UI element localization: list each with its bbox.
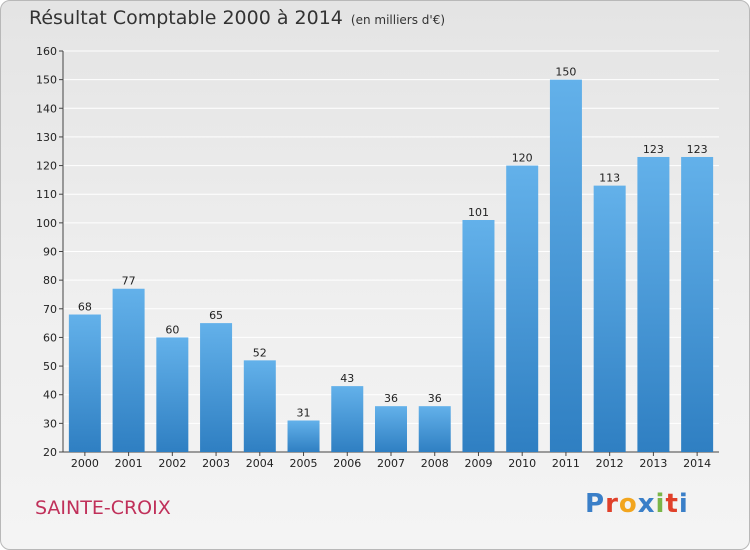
bar xyxy=(549,79,582,453)
x-tick-label: 2008 xyxy=(421,457,449,470)
brand-letter: i xyxy=(655,489,666,519)
y-tick-label: 60 xyxy=(43,331,57,344)
brand-letter: o xyxy=(618,489,638,519)
bar xyxy=(112,288,145,452)
bar xyxy=(243,360,276,452)
y-tick-label: 50 xyxy=(43,360,57,373)
data-label: 120 xyxy=(512,152,533,165)
y-tick-label: 150 xyxy=(36,74,57,87)
brand-letter: i xyxy=(678,489,689,519)
x-tick-label: 2003 xyxy=(202,457,230,470)
brand-letter: x xyxy=(637,489,656,519)
town-name: SAINTE-CROIX xyxy=(35,497,171,519)
bar xyxy=(68,314,101,452)
data-label: 150 xyxy=(555,66,576,79)
x-tick-label: 2012 xyxy=(596,457,624,470)
x-tick-label: 2000 xyxy=(71,457,99,470)
bar xyxy=(375,406,407,452)
data-label: 36 xyxy=(384,392,398,405)
bar xyxy=(506,165,539,453)
x-tick-label: 2010 xyxy=(508,457,536,470)
y-tick-label: 20 xyxy=(43,446,57,459)
x-tick-label: 2006 xyxy=(333,457,361,470)
bar xyxy=(593,185,626,452)
x-tick-label: 2013 xyxy=(639,457,667,470)
y-tick-label: 140 xyxy=(36,102,57,115)
data-label: 65 xyxy=(209,309,223,322)
title-text: Résultat Comptable 2000 à 2014 xyxy=(29,7,343,29)
y-tick-label: 100 xyxy=(36,217,57,230)
y-tick-label: 30 xyxy=(43,417,57,430)
x-tick-label: 2001 xyxy=(115,457,143,470)
y-tick-label: 80 xyxy=(43,274,57,287)
data-label: 43 xyxy=(340,372,354,385)
x-tick-label: 2007 xyxy=(377,457,405,470)
bar xyxy=(200,323,233,452)
bar xyxy=(681,156,714,452)
bar xyxy=(287,420,320,452)
chart-title: Résultat Comptable 2000 à 2014 (en millie… xyxy=(29,7,445,29)
x-tick-label: 2002 xyxy=(158,457,186,470)
data-label: 31 xyxy=(297,406,311,419)
proxiti-logo: Proxiti xyxy=(585,489,689,519)
brand-letter: P xyxy=(585,489,606,519)
y-tick-label: 40 xyxy=(43,389,57,402)
y-tick-label: 130 xyxy=(36,131,57,144)
y-tick-label: 160 xyxy=(36,45,57,58)
bar xyxy=(637,156,670,452)
data-label: 68 xyxy=(78,301,92,314)
bar xyxy=(418,406,451,452)
data-label: 77 xyxy=(122,275,136,288)
data-label: 101 xyxy=(468,206,489,219)
data-label: 113 xyxy=(599,172,620,185)
brand-letter: r xyxy=(605,489,619,519)
x-tick-label: 2011 xyxy=(552,457,580,470)
bar xyxy=(156,337,189,452)
data-label: 123 xyxy=(687,143,708,156)
y-tick-label: 90 xyxy=(43,246,57,259)
chart-subtitle: (en milliers d'€) xyxy=(350,13,446,27)
data-label: 36 xyxy=(428,392,442,405)
brand-letter: t xyxy=(665,489,679,519)
bar xyxy=(462,219,495,452)
x-tick-label: 2009 xyxy=(464,457,492,470)
y-tick-label: 110 xyxy=(36,188,57,201)
x-tick-label: 2004 xyxy=(246,457,274,470)
y-tick-label: 70 xyxy=(43,303,57,316)
bar xyxy=(331,386,364,452)
x-tick-label: 2005 xyxy=(290,457,318,470)
data-label: 52 xyxy=(253,346,267,359)
x-tick-label: 2014 xyxy=(683,457,711,470)
data-label: 60 xyxy=(165,323,179,336)
data-label: 123 xyxy=(643,143,664,156)
y-tick-label: 120 xyxy=(36,160,57,173)
